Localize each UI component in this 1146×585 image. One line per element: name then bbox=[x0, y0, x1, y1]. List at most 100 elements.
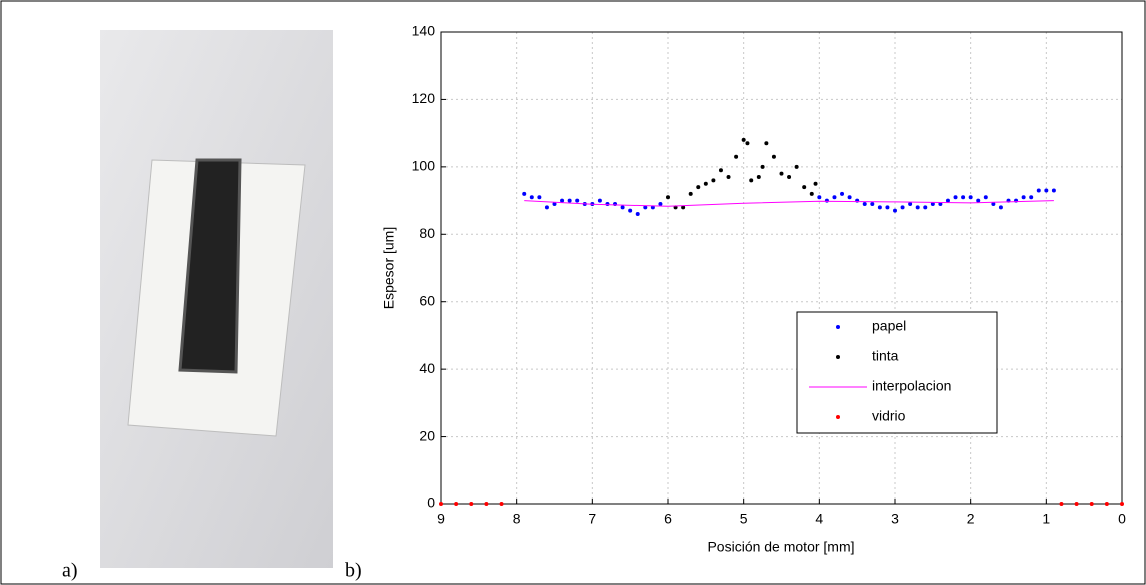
data-point bbox=[454, 502, 459, 506]
data-point bbox=[567, 198, 572, 203]
data-point bbox=[635, 212, 640, 217]
data-point bbox=[1051, 188, 1056, 193]
data-point bbox=[847, 195, 852, 200]
x-tick-label: 4 bbox=[815, 511, 823, 527]
data-point bbox=[718, 168, 723, 173]
data-point bbox=[628, 208, 633, 213]
data-point bbox=[991, 201, 996, 206]
data-point bbox=[779, 171, 784, 176]
data-point bbox=[666, 195, 670, 200]
data-point bbox=[749, 178, 754, 183]
legend-swatch bbox=[836, 325, 840, 329]
y-tick-label: 20 bbox=[419, 427, 435, 443]
data-point bbox=[1120, 502, 1124, 506]
data-point bbox=[802, 185, 807, 190]
data-point bbox=[908, 201, 913, 206]
data-point bbox=[745, 141, 750, 146]
data-point bbox=[703, 181, 708, 186]
data-point bbox=[760, 164, 765, 169]
x-axis-label: Posición de motor [mm] bbox=[707, 539, 854, 555]
data-point bbox=[817, 195, 822, 200]
data-point bbox=[681, 205, 686, 210]
data-point bbox=[741, 137, 746, 142]
y-tick-label: 0 bbox=[427, 495, 435, 511]
y-tick-label: 80 bbox=[419, 225, 435, 241]
data-point bbox=[575, 198, 580, 203]
data-point bbox=[605, 201, 610, 206]
data-point bbox=[560, 198, 565, 203]
plot-area bbox=[441, 32, 1122, 504]
legend-swatch bbox=[836, 355, 840, 359]
data-point bbox=[499, 502, 504, 506]
data-point bbox=[877, 205, 882, 210]
data-point bbox=[862, 201, 867, 206]
data-point bbox=[552, 201, 557, 206]
plot-frame bbox=[440, 31, 1123, 505]
data-point bbox=[832, 195, 837, 200]
photo bbox=[100, 30, 333, 568]
data-point bbox=[1059, 502, 1064, 506]
x-tick-label: 9 bbox=[437, 511, 445, 527]
data-point bbox=[688, 191, 693, 196]
data-point bbox=[813, 181, 818, 186]
data-point bbox=[945, 198, 950, 203]
x-tick-label: 5 bbox=[740, 511, 748, 527]
data-point bbox=[998, 205, 1003, 210]
data-point bbox=[976, 198, 981, 203]
legend-box bbox=[796, 311, 998, 434]
data-point bbox=[771, 154, 776, 159]
data-point bbox=[529, 195, 534, 200]
data-point bbox=[1104, 502, 1109, 506]
data-point bbox=[643, 205, 648, 210]
data-point bbox=[1036, 188, 1041, 193]
data-point bbox=[961, 195, 966, 200]
data-point bbox=[953, 195, 958, 200]
data-point bbox=[597, 198, 602, 203]
data-point bbox=[544, 205, 549, 210]
ink-strip bbox=[178, 158, 242, 374]
data-point bbox=[930, 201, 935, 206]
data-point bbox=[1044, 188, 1049, 193]
x-tick-label: 8 bbox=[513, 511, 521, 527]
data-point bbox=[537, 195, 542, 200]
data-point bbox=[620, 205, 625, 210]
data-point bbox=[756, 174, 761, 179]
data-point bbox=[968, 195, 973, 200]
data-point bbox=[658, 201, 663, 206]
data-point bbox=[900, 205, 905, 210]
y-tick-label: 140 bbox=[412, 23, 436, 39]
plot: 9 8 7 6 5 4 3 2 1 0020406080100120140papeltintain… bbox=[412, 23, 1126, 527]
data-point bbox=[787, 174, 792, 179]
data-point bbox=[726, 174, 731, 179]
data-point bbox=[734, 154, 739, 159]
data-point bbox=[439, 502, 443, 506]
data-point bbox=[522, 191, 527, 196]
x-tick-label: 0 bbox=[1118, 511, 1126, 527]
data-point bbox=[885, 205, 890, 210]
data-point bbox=[1089, 502, 1094, 506]
data-point bbox=[1021, 195, 1026, 200]
data-point bbox=[764, 141, 769, 146]
y-tick-label: 100 bbox=[412, 158, 436, 174]
y-tick-label: 60 bbox=[419, 292, 435, 308]
panel-label: b) bbox=[345, 560, 362, 582]
data-point bbox=[893, 208, 897, 213]
data-point bbox=[696, 185, 701, 190]
interpolation-line bbox=[524, 200, 1054, 207]
legend-label: vidrio bbox=[872, 408, 906, 424]
data-point bbox=[824, 198, 829, 203]
x-tick-label: 1 bbox=[1042, 511, 1050, 527]
y-axis-label: Espesor [um] bbox=[381, 227, 397, 309]
y-tick-label: 120 bbox=[412, 90, 436, 106]
y-tick-label: 40 bbox=[419, 360, 435, 376]
data-point bbox=[840, 191, 845, 196]
legend-label: papel bbox=[872, 318, 906, 334]
x-tick-label: 7 bbox=[588, 511, 596, 527]
legend-swatch bbox=[836, 415, 840, 419]
data-point bbox=[983, 195, 988, 200]
legend-label: tinta bbox=[872, 348, 899, 364]
data-point bbox=[923, 205, 928, 210]
data-point bbox=[711, 178, 716, 183]
panel-label: a) bbox=[62, 560, 78, 582]
